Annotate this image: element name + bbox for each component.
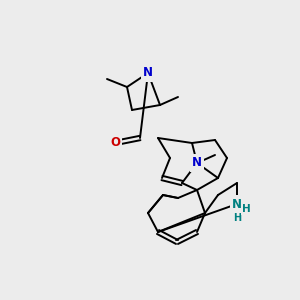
Text: H: H (233, 213, 241, 223)
Text: N: N (232, 197, 242, 211)
Text: N: N (143, 67, 153, 80)
Text: H: H (242, 204, 250, 214)
Text: N: N (232, 197, 242, 211)
Text: O: O (110, 136, 120, 149)
Text: N: N (192, 157, 202, 169)
